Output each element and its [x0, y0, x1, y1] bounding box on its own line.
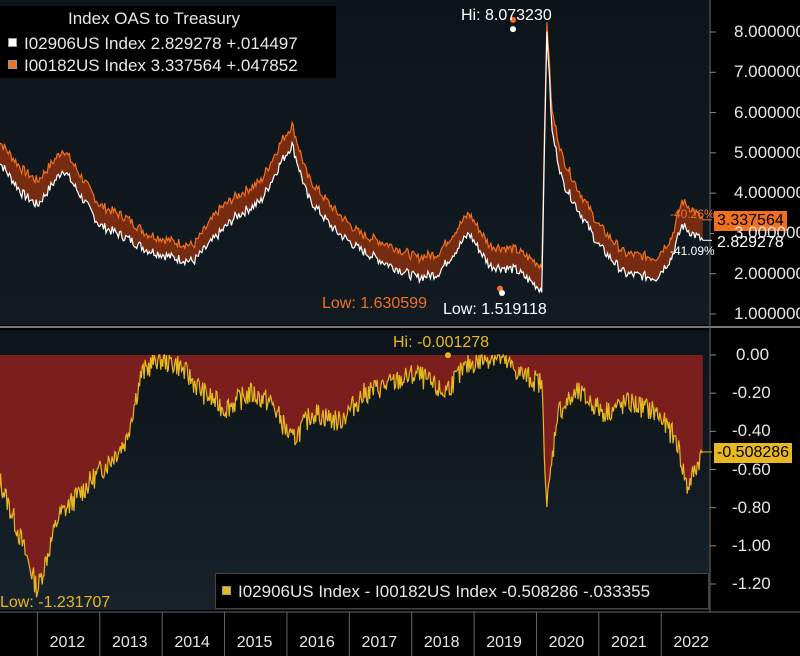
legend-swatch-yellow [222, 586, 231, 596]
x-tick-label: 2019 [486, 634, 522, 651]
low-marker-white [499, 290, 505, 297]
y-tick-label-bottom: -0.40 [732, 421, 771, 441]
last-value-tag-white: 2.829278 [714, 233, 787, 253]
y-tick-label-bottom: -0.60 [732, 459, 771, 479]
annotation-low-white: Low: 1.519118 [443, 301, 547, 318]
y-tick-label-top: 1.000000 [734, 304, 800, 323]
line-series-spread [0, 353, 704, 598]
annotation-hi-spread: Hi: -0.001278 [393, 334, 490, 351]
y-tick-label-top: 2.000000 [734, 263, 800, 283]
y-tick-label-top: 8.000000 [734, 22, 800, 41]
legend-item-i00182us[interactable]: I00182US Index 3.337564 +.047852 [8, 56, 298, 76]
x-tick-label: 2018 [423, 634, 460, 651]
last-value-tag-spread: -0.508286 [714, 443, 793, 463]
line-series-i00182us [0, 22, 704, 270]
hi-marker-spread [445, 352, 451, 359]
pct-label-orange: -40.26% [670, 207, 715, 221]
spread-area [0, 355, 703, 598]
x-tick-label: 2017 [361, 634, 398, 651]
bottom-legend: I02906US Index - I00182US Index -0.50828… [215, 573, 709, 609]
y-tick-label-top: 3.000000 [734, 223, 800, 243]
legend-swatch-white [8, 38, 17, 48]
legend-label: I02906US Index - I00182US Index -0.50828… [238, 582, 651, 601]
x-tick-label: 2013 [111, 634, 148, 651]
x-tick-label: 2022 [673, 634, 709, 651]
hi-marker-white [510, 26, 516, 33]
annotation-hi-white: Hi: 8.073230 [461, 7, 552, 24]
y-tick-label-bottom: -1.00 [732, 535, 771, 555]
y-tick-label-bottom: -0.20 [732, 383, 771, 403]
x-tick-label: 2014 [174, 634, 210, 651]
legend-label: I02906US Index 2.829278 +.014497 [24, 34, 298, 53]
x-tick-label: 2021 [611, 634, 647, 651]
hi-marker-orange [510, 16, 516, 23]
x-tick-label: 2015 [236, 634, 273, 651]
pct-label-white: -41.09% [670, 244, 715, 258]
x-tick-label: 2020 [548, 634, 585, 651]
y-tick-label-bottom: 0.00 [736, 345, 770, 364]
legend-label: I00182US Index 3.337564 +.047852 [24, 56, 298, 75]
y-tick-label-bottom: -1.20 [732, 574, 771, 593]
legend-swatch-orange [8, 60, 17, 70]
y-tick-label-top: 7.000000 [734, 62, 800, 82]
line-series-i02906us [0, 31, 704, 294]
y-tick-label-bottom: -0.80 [732, 497, 771, 517]
last-value-tag-orange: 3.337564 [714, 211, 787, 231]
annotation-low-spread: Low: -1.231707 [0, 594, 111, 611]
legend-item-spread[interactable]: I02906US Index - I00182US Index -0.50828… [222, 582, 650, 602]
top-legend: Index OAS to Treasury I02906US Index 2.8… [0, 6, 336, 78]
annotation-low-orange: Low: 1.630599 [322, 295, 427, 312]
chart-title: Index OAS to Treasury [68, 9, 240, 28]
spread-fill-top [0, 22, 703, 293]
legend-item-i02906us[interactable]: I02906US Index 2.829278 +.014497 [8, 34, 298, 54]
y-tick-label-top: 6.000000 [734, 102, 800, 122]
y-tick-label-top: 5.000000 [734, 142, 800, 162]
x-tick-label: 2016 [299, 634, 335, 651]
y-tick-label-top: 4.000000 [734, 183, 800, 203]
x-tick-label: 2012 [49, 634, 86, 651]
